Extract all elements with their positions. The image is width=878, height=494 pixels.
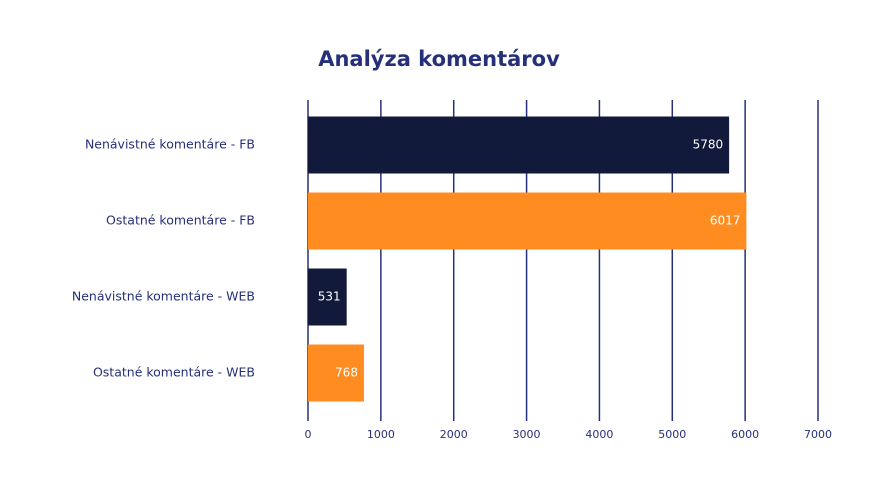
bar [308,268,347,326]
x-tick-label: 5000 [658,428,686,441]
y-tick-label: Ostatné komentáre - FB [106,213,255,228]
value-label: 6017 [710,214,741,228]
x-tick-label: 4000 [585,428,613,441]
chart-title: Analýza komentárov [318,47,560,71]
x-tick-label: 0 [305,428,312,441]
x-tick-label: 1000 [367,428,395,441]
bar [308,344,364,402]
y-tick-label: Nenávistné komentáre - WEB [72,289,255,304]
value-label: 5780 [693,138,724,152]
x-tick-label: 3000 [513,428,541,441]
value-label: 531 [318,290,341,304]
x-tick-label: 7000 [804,428,832,441]
y-tick-label: Nenávistné komentáre - FB [85,137,255,152]
y-tick-label: Ostatné komentáre - WEB [93,365,255,380]
x-tick-label: 6000 [731,428,759,441]
x-tick-label: 2000 [440,428,468,441]
bar [308,116,730,174]
bar [308,192,747,250]
value-label: 768 [335,366,358,380]
